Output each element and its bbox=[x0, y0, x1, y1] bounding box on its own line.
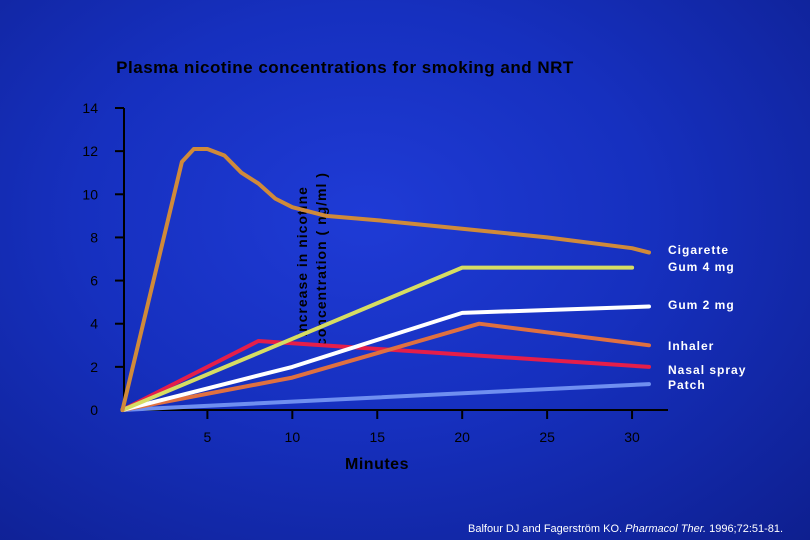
y-ticks: 0 2 4 6 8 10 12 14 bbox=[82, 100, 124, 418]
series-label-gum-2-mg: Gum 2 mg bbox=[668, 298, 735, 312]
y-tick-label: 12 bbox=[82, 143, 98, 159]
y-axis-title-line-2: concentration ( ng/ml ) bbox=[313, 172, 329, 346]
series-label-patch: Patch bbox=[668, 378, 706, 392]
series-line-nasal-spray bbox=[120, 339, 651, 412]
citation-journal: Pharmacol Ther. bbox=[625, 523, 706, 535]
y-axis-title-line-1: Increase in nicotine bbox=[294, 186, 310, 337]
y-tick-label: 0 bbox=[90, 402, 98, 418]
y-tick-label: 14 bbox=[82, 100, 98, 116]
series-line-gum-2-mg bbox=[120, 304, 651, 412]
series-line-inhaler bbox=[120, 321, 651, 412]
series-label-nasal-spray: Nasal spray bbox=[668, 363, 746, 377]
x-tick-label: 30 bbox=[624, 429, 640, 445]
series-labels: Cigarette Gum 4 mg Gum 2 mg Inhaler Nasal sp… bbox=[668, 243, 746, 392]
y-tick-label: 10 bbox=[82, 186, 98, 202]
x-ticks: 5 10 15 20 25 30 bbox=[203, 410, 640, 445]
x-tick-label: 20 bbox=[454, 429, 470, 445]
chart-title: Plasma nicotine concentrations for smoki… bbox=[116, 58, 574, 77]
series-line-gum-4-mg bbox=[120, 265, 635, 412]
citation-details: 1996;72:51-81. bbox=[706, 523, 783, 535]
citation: Balfour DJ and Fagerström KO. Pharmacol … bbox=[468, 523, 783, 535]
y-axis-title: Increase in nicotine concentration ( ng/… bbox=[294, 172, 329, 346]
x-tick-label: 25 bbox=[539, 429, 555, 445]
y-tick-label: 2 bbox=[90, 359, 98, 375]
axes bbox=[123, 108, 668, 411]
x-tick-label: 10 bbox=[285, 429, 301, 445]
y-tick-label: 4 bbox=[90, 316, 98, 332]
series-label-inhaler: Inhaler bbox=[668, 339, 714, 353]
series-lines bbox=[120, 147, 651, 412]
y-tick-label: 6 bbox=[90, 273, 98, 289]
x-tick-label: 5 bbox=[203, 429, 211, 445]
citation-authors: Balfour DJ and Fagerström KO. bbox=[468, 523, 625, 535]
x-tick-label: 15 bbox=[369, 429, 385, 445]
series-label-gum-4-mg: Gum 4 mg bbox=[668, 260, 735, 274]
x-axis-title: Minutes bbox=[345, 456, 409, 473]
series-line-cigarette bbox=[120, 147, 651, 412]
series-line-patch bbox=[120, 382, 651, 412]
series-label-cigarette: Cigarette bbox=[668, 243, 729, 257]
y-tick-label: 8 bbox=[90, 229, 98, 245]
